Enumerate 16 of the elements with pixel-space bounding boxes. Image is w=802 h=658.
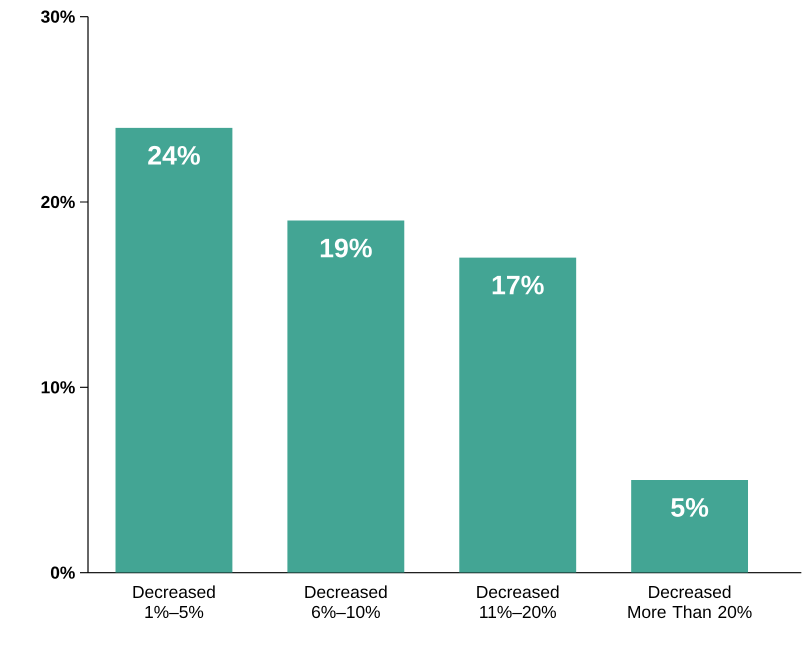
- data-label: 24%: [148, 146, 200, 165]
- x-tick-label: Decreased 11%–20%: [477, 585, 559, 618]
- data-label: 19%: [320, 238, 372, 258]
- data-label: 5%: [671, 498, 708, 517]
- y-tick-label: 0%: [50, 566, 75, 579]
- x-tick-label: Decreased 6%–10%: [305, 585, 387, 618]
- x-tick-label: Decreased More Than 20%: [628, 585, 752, 618]
- bar: [631, 480, 748, 573]
- x-tick-label: Decreased 1%–5%: [133, 585, 215, 618]
- bar: [459, 258, 576, 573]
- y-tick-label: 20%: [41, 196, 75, 208]
- y-tick-label: 10%: [42, 381, 75, 394]
- y-tick-label: 30%: [41, 10, 75, 23]
- bar: [116, 128, 232, 573]
- data-label: 17%: [492, 276, 544, 294]
- bar: [287, 220, 404, 573]
